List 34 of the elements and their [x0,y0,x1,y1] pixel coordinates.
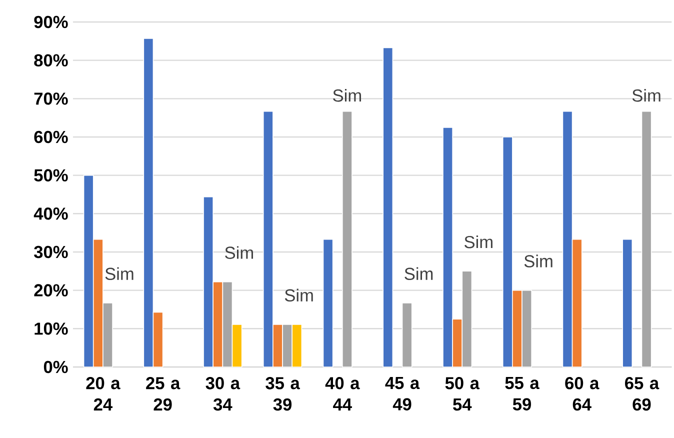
y-tick-label: 10% [34,322,68,335]
y-tick-label: 70% [34,92,68,105]
annotation: Sim [632,88,660,102]
bar [342,110,352,368]
bar [622,238,633,368]
x-tick-label: 20 a 24 [86,377,120,410]
annotation: Sim [284,288,313,302]
y-tick-label: 90% [34,16,68,28]
y-tick-label: 50% [34,169,68,182]
annotation: Sim [524,254,552,268]
x-tick-label: 50 a 54 [445,377,480,411]
annotation: Sim [225,246,253,259]
x-tick-label: 55 a 59 [505,377,540,410]
y-tick-label: 80% [34,54,68,66]
x-tick-label: 30 a 34 [206,377,240,411]
x-tick-label: 40 a 44 [325,377,360,410]
x-tick-label: 25 a 29 [146,377,180,411]
bar [322,238,334,368]
annotation: Sim [464,235,492,248]
bar [641,110,652,368]
y-tick-label: 30% [34,246,68,258]
x-tick-label: 35 a 39 [266,377,300,411]
x-tick-label: 60 a 64 [565,377,600,411]
y-tick-label: 20% [34,284,68,296]
y-tick-label: 60% [34,130,68,144]
x-tick-label: 45 a 49 [385,377,420,410]
annotation: Sim [105,267,134,280]
annotation: Sim [333,88,361,102]
x-tick-label: 65 a 69 [625,377,660,411]
bar [402,302,412,368]
annotation: Sim [404,267,433,280]
bar [382,47,394,368]
y-tick-label: 40% [34,208,68,220]
y-tick-label: 0% [44,360,68,374]
